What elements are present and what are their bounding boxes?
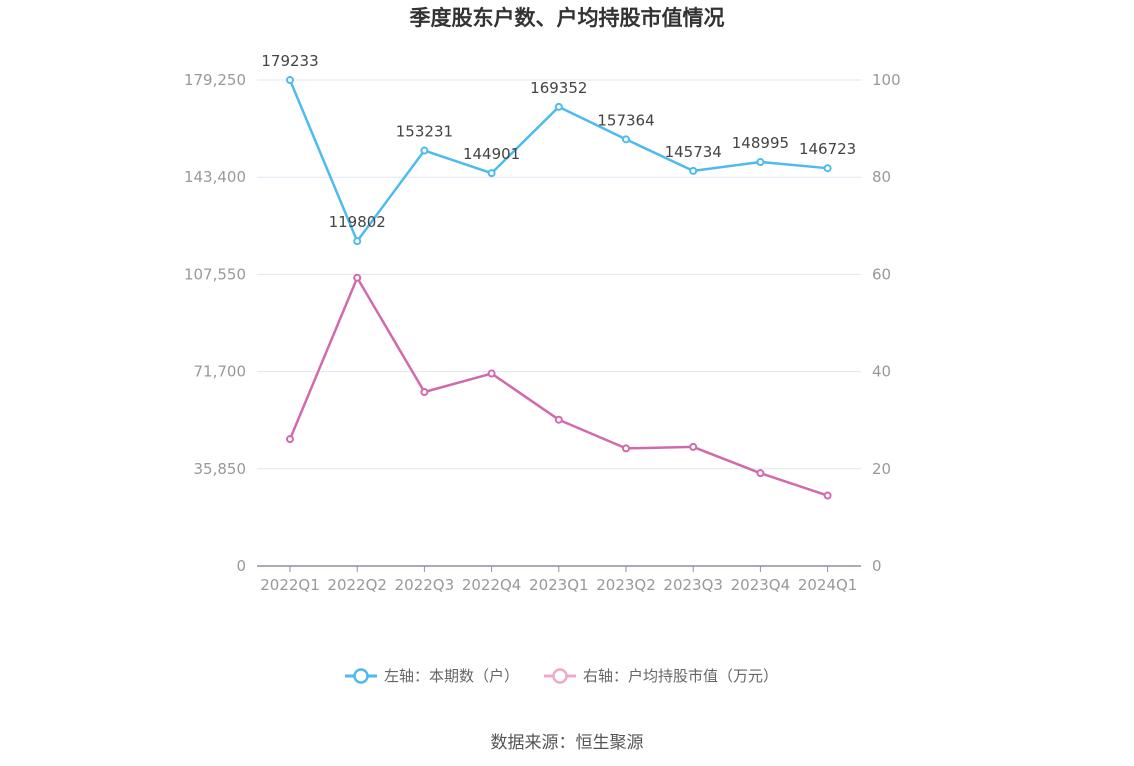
x-axis-tick-label: 2022Q2 [327,576,387,594]
left-axis-tick-label: 143,400 [184,168,246,186]
data-point [487,369,496,378]
data-point [286,435,294,444]
x-axis: 2022Q1 2022Q2 2022Q3 2022Q4 2023Q1 2023Q2 2023… [257,565,861,594]
data-label: 146723 [799,140,856,158]
left-axis-tick-label: 107,550 [184,265,246,283]
right-axis: 0 20 40 60 80 100 [872,71,901,575]
data-label: 148995 [732,134,789,152]
data-point [689,442,698,451]
data-point [420,146,429,155]
data-point [756,158,765,167]
data-point [487,169,496,178]
x-axis-tick-label: 2022Q3 [395,576,455,594]
chart-title: 季度股东户数、户均持股市值情况 [410,6,725,30]
legend-item-1[interactable]: 左轴：本期数（户） [345,667,519,685]
right-axis-tick-label: 20 [872,460,891,478]
data-label: 119802 [329,213,386,231]
left-axis-tick-label: 179,250 [184,71,246,89]
series-layer: 179233 119802 153231 144901 169352 157364 1457… [261,52,856,500]
x-axis-tick-label: 2023Q3 [663,576,723,594]
data-point [286,76,294,85]
data-label: 179233 [261,52,318,70]
data-label: 153231 [396,123,453,141]
x-axis-tick-label: 2023Q4 [731,576,791,594]
data-point [689,166,698,175]
x-axis-tick-label: 2022Q1 [260,576,320,594]
data-point [756,469,765,478]
data-point [353,237,362,246]
right-axis-tick-label: 60 [872,265,891,283]
data-point [554,415,563,424]
data-point [622,444,630,453]
right-axis-tick-label: 100 [872,71,901,89]
source-text: 数据来源：恒生聚源 [491,733,644,753]
right-axis-tick-label: 0 [872,557,882,575]
x-axis-tick-label: 2023Q2 [596,576,656,594]
data-point [622,135,630,144]
right-axis-tick-label: 40 [872,363,891,381]
legend-marker-icon [353,668,369,684]
legend-label: 右轴：户均持股市值（万元） [583,667,778,685]
data-point [823,164,832,173]
legend[interactable]: 左轴：本期数（户） 右轴：户均持股市值（万元） [345,667,778,685]
series-line-2 [288,276,828,497]
right-axis-tick-label: 80 [872,168,891,186]
legend-label: 左轴：本期数（户） [384,667,519,685]
legend-item-2[interactable]: 右轴：户均持股市值（万元） [544,667,778,685]
left-axis-tick-label: 71,700 [194,363,247,381]
data-point [823,491,832,500]
left-axis-tick-label: 35,850 [194,460,247,478]
data-point [420,388,429,397]
legend-marker-icon [552,668,568,684]
data-label: 144901 [463,145,520,163]
left-axis: 0 35,850 71,700 107,550 143,400 179,250 [184,71,246,575]
data-label: 169352 [530,79,587,97]
x-axis-tick-label: 2022Q4 [462,576,522,594]
data-label: 145734 [665,143,722,161]
data-point [353,273,362,282]
left-axis-tick-label: 0 [236,557,246,575]
x-axis-tick-label: 2023Q1 [529,576,589,594]
data-point [554,102,563,111]
data-label: 157364 [597,111,654,129]
x-axis-tick-label: 2024Q1 [798,576,858,594]
